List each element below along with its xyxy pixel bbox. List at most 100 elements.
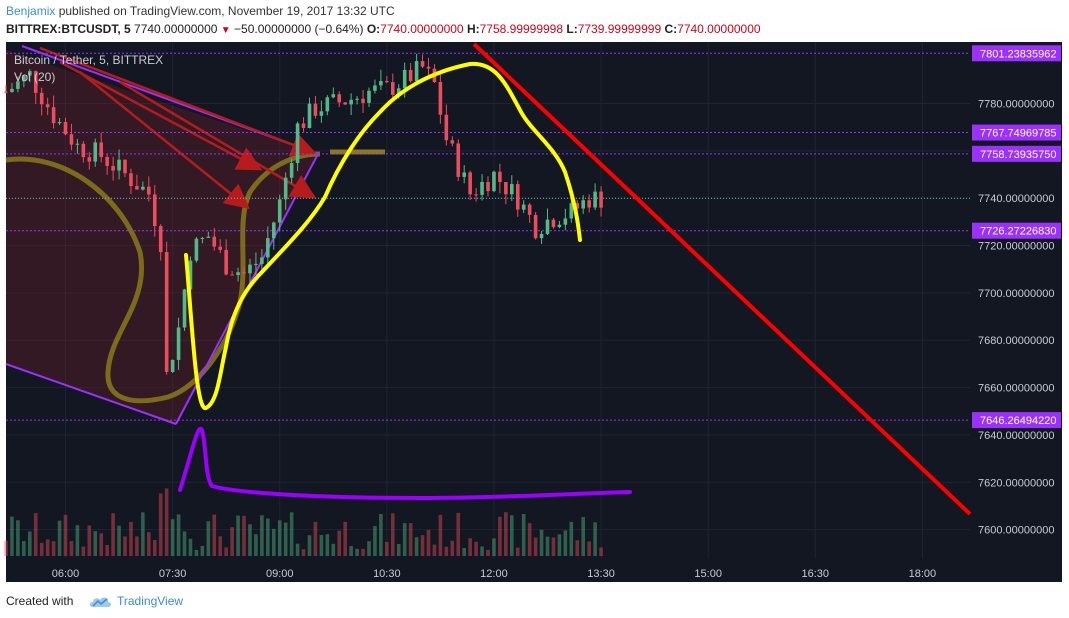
candle-body — [188, 260, 193, 290]
volume-bar — [254, 534, 258, 556]
candle-body — [135, 186, 139, 190]
candles — [4, 53, 603, 375]
candle-body — [105, 157, 109, 166]
volume-bar — [432, 544, 437, 556]
candle-body — [450, 140, 455, 144]
volume-bar — [551, 537, 556, 556]
candle-body — [587, 200, 591, 208]
volume-bar — [498, 516, 502, 556]
y-tick-label: 7640.00000000 — [978, 430, 1054, 442]
candle-body — [468, 172, 472, 195]
candle-body — [337, 94, 342, 103]
volume-bar — [367, 541, 371, 556]
y-tick-label: 7600.00000000 — [978, 525, 1054, 537]
y-tick-label: 7740.00000000 — [978, 193, 1054, 205]
candle-body — [4, 91, 8, 93]
volume-bar — [480, 546, 484, 556]
x-tick-label: 12:00 — [480, 568, 508, 580]
arrow-drawings — [5, 45, 385, 425]
volume-bar — [402, 523, 407, 556]
volume-bar — [188, 538, 193, 556]
volume-bar — [581, 517, 586, 556]
open-label: O: — [366, 22, 381, 36]
candle-body — [28, 71, 32, 76]
high-value: 7758.99999998 — [479, 22, 564, 36]
volume-bar — [224, 547, 228, 556]
volume-bar — [515, 547, 520, 556]
volume-bar — [307, 535, 312, 556]
level-badge-label: 7646.26494220 — [980, 415, 1056, 427]
red-arrow-4 — [119, 80, 317, 199]
volume-bar — [200, 545, 205, 556]
candle-body — [206, 236, 211, 238]
last-price: 7740.00000000 — [134, 22, 218, 36]
volume-bar — [390, 513, 395, 556]
volume-bar — [325, 534, 330, 556]
volume-bar — [569, 521, 574, 556]
volume-bar — [152, 539, 157, 556]
candle-body — [379, 80, 383, 86]
close-label: C: — [664, 22, 678, 36]
candle-body — [266, 238, 270, 258]
volume-bar — [527, 523, 532, 556]
candle-body — [420, 61, 425, 67]
time-axis[interactable] — [6, 558, 1062, 582]
candle-body — [87, 157, 92, 162]
x-tick-label: 06:00 — [52, 568, 80, 580]
candle-body — [69, 134, 74, 145]
volume-bar — [194, 549, 199, 556]
candle-body — [301, 123, 306, 128]
candle-body — [289, 163, 294, 178]
volume-bar — [510, 515, 514, 556]
volume-bar — [51, 541, 56, 556]
volume-bar — [563, 530, 568, 556]
candle-body — [307, 103, 312, 128]
candle-body — [504, 182, 508, 195]
volume-bar — [283, 522, 288, 556]
volume-bar — [236, 515, 240, 556]
volume-bar — [277, 520, 282, 556]
candle-body — [527, 204, 532, 215]
candle-body — [510, 184, 514, 195]
volume-bar — [129, 521, 133, 556]
volume-bar — [212, 514, 217, 556]
candle-body — [444, 114, 449, 141]
axes-labels: 7780.000000007760.000000007740.000000007… — [52, 45, 1061, 580]
tradingview-link[interactable]: TradingView — [117, 594, 184, 608]
candle-body — [260, 257, 264, 264]
volume-bar — [57, 520, 62, 556]
candle-body — [325, 97, 330, 112]
candle-body — [295, 123, 300, 164]
volume-bar — [105, 544, 109, 556]
candle-body — [408, 69, 413, 82]
candle-body — [123, 159, 127, 174]
candle-body — [93, 142, 98, 162]
candle-body — [16, 81, 20, 89]
volume-bar — [141, 512, 145, 556]
level-badge — [972, 412, 1061, 429]
volume-bar — [396, 543, 401, 556]
volume-bar — [456, 512, 461, 556]
candle-body — [492, 171, 496, 192]
volume-bar — [408, 523, 413, 556]
volume-bar — [331, 543, 336, 556]
price-chart[interactable]: 7780.000000007760.000000007740.000000007… — [0, 42, 1069, 586]
candle-body — [283, 177, 288, 200]
down-triangle-icon: ▼ — [220, 25, 231, 36]
candle-body — [480, 181, 484, 195]
volume-bar — [16, 520, 20, 556]
candle-body — [373, 85, 377, 91]
legend-title: Bitcoin / Tether, 5, BITTREX — [14, 53, 163, 67]
author-link[interactable]: Benjamix — [6, 4, 56, 18]
volume-bar — [147, 532, 151, 556]
candle-body — [129, 173, 133, 187]
candle-body — [319, 111, 324, 116]
candle-body — [158, 226, 163, 253]
symbol-ohlc-line: BITTREX:BTCUSDT, 5 7740.00000000 ▼ −50.0… — [6, 22, 761, 36]
candle-body — [355, 98, 359, 100]
candle-body — [200, 237, 205, 239]
open-value: 7740.00000000 — [380, 22, 464, 36]
candle-body — [313, 103, 318, 116]
candle-body — [456, 143, 461, 177]
volume-bar — [462, 548, 466, 556]
